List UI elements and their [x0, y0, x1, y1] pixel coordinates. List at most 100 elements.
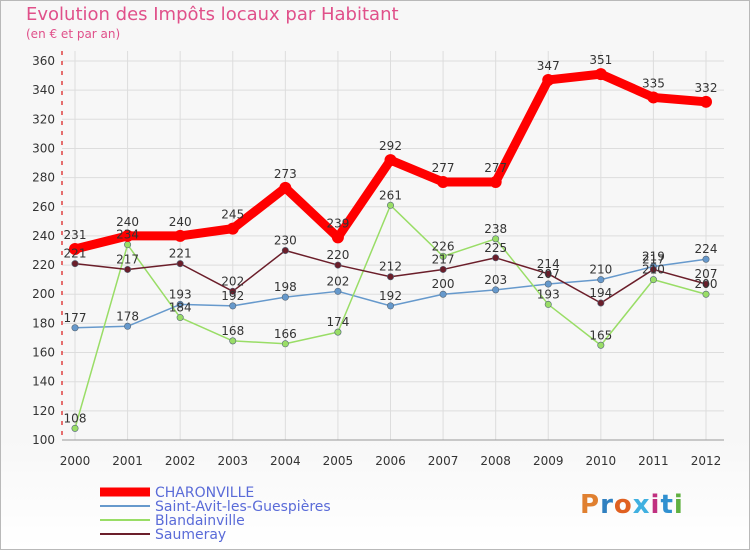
data-point: [124, 241, 132, 249]
data-label: 277: [432, 161, 455, 175]
data-point: [176, 314, 184, 322]
data-label: 335: [642, 76, 665, 90]
data-point: [281, 293, 289, 301]
data-label: 239: [326, 216, 349, 230]
data-point: [124, 265, 132, 273]
y-tick-label: 280: [32, 171, 55, 185]
data-point: [229, 287, 237, 295]
data-point: [71, 324, 79, 332]
y-tick-label: 360: [32, 54, 55, 68]
data-point: [489, 175, 502, 188]
data-label: 174: [326, 315, 349, 329]
x-tick-label: 2011: [638, 454, 669, 468]
data-point: [71, 424, 79, 432]
data-label: 238: [484, 222, 507, 236]
y-tick-label: 340: [32, 83, 55, 97]
data-point: [121, 229, 134, 242]
data-label: 234: [116, 228, 139, 242]
data-point: [437, 175, 450, 188]
x-tick-label: 2009: [533, 454, 564, 468]
logo-letter: x: [632, 490, 651, 520]
logo-letter: t: [660, 490, 674, 520]
data-point: [492, 235, 500, 243]
data-label: 225: [484, 241, 507, 255]
data-point: [229, 302, 237, 310]
x-tick-label: 2001: [112, 454, 143, 468]
plot-area: [62, 51, 726, 440]
logo-letter: o: [613, 490, 633, 520]
y-tick-label: 320: [32, 112, 55, 126]
data-label: 217: [642, 252, 665, 266]
data-label: 192: [379, 289, 402, 303]
legend-label: CHARONVILLE: [155, 485, 254, 501]
logo-letter: i: [673, 490, 684, 520]
data-point: [649, 276, 657, 284]
data-label: 178: [116, 309, 139, 323]
data-point: [334, 261, 342, 269]
data-point: [69, 243, 81, 256]
y-tick-label: 120: [32, 404, 55, 418]
data-label: 207: [695, 267, 718, 281]
data-label: 192: [221, 289, 244, 303]
data-label: 166: [274, 327, 297, 341]
data-point: [439, 252, 447, 260]
data-label: 217: [432, 252, 455, 266]
data-point: [597, 341, 605, 349]
data-point: [281, 247, 289, 255]
x-tick-label: 2000: [60, 454, 91, 468]
data-label: 245: [221, 208, 244, 222]
data-label: 184: [169, 301, 192, 315]
data-point: [279, 181, 292, 194]
data-point: [174, 229, 187, 242]
x-tick-label: 2010: [586, 454, 617, 468]
x-tick-label: 2012: [691, 454, 722, 468]
data-point: [702, 280, 710, 288]
data-label: 177: [64, 311, 87, 325]
y-tick-label: 100: [32, 433, 55, 447]
data-label: 220: [326, 248, 349, 262]
data-label: 277: [484, 161, 507, 175]
data-label: 230: [274, 234, 297, 248]
data-point: [492, 254, 500, 262]
data-label: 224: [695, 242, 718, 256]
data-label: 221: [64, 247, 87, 261]
y-tick-label: 240: [32, 229, 55, 243]
x-tick-label: 2003: [217, 454, 248, 468]
data-label: 226: [432, 239, 455, 253]
legend-label: Saumeray: [155, 527, 226, 543]
data-point: [331, 231, 344, 244]
legend-label: Blandainville: [155, 513, 245, 529]
data-label: 198: [274, 280, 297, 294]
data-label: 347: [537, 59, 560, 73]
data-point: [229, 337, 237, 345]
data-point: [492, 286, 500, 294]
x-tick-label: 2002: [165, 454, 196, 468]
data-label: 108: [64, 411, 87, 425]
logo-letter: r: [600, 490, 614, 520]
data-label: 273: [274, 167, 297, 181]
data-label: 210: [642, 263, 665, 277]
data-label: 193: [169, 287, 192, 301]
data-point: [124, 322, 132, 330]
data-label: 202: [221, 274, 244, 288]
data-point: [594, 68, 607, 81]
data-point: [384, 154, 397, 167]
proxiti-logo: Proxiti: [580, 490, 684, 520]
x-tick-label: 2008: [480, 454, 511, 468]
data-label: 332: [695, 81, 718, 95]
x-tick-label: 2004: [270, 454, 301, 468]
data-label: 200: [432, 277, 455, 291]
data-point: [702, 290, 710, 298]
data-label: 231: [64, 228, 87, 242]
data-label: 292: [379, 139, 402, 153]
data-point: [700, 95, 712, 108]
data-point: [176, 300, 184, 308]
logo-letter: P: [580, 490, 601, 520]
data-point: [334, 287, 342, 295]
data-label: 240: [116, 215, 139, 229]
data-label: 168: [221, 324, 244, 338]
data-point: [439, 265, 447, 273]
data-point: [281, 340, 289, 348]
data-point: [386, 273, 394, 281]
